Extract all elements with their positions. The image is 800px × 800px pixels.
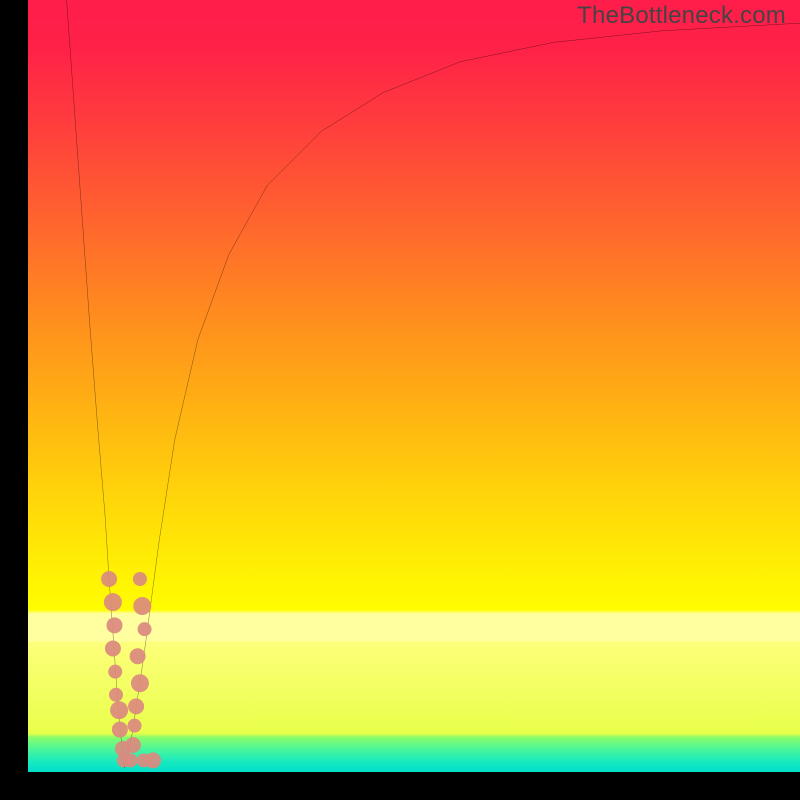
scatter-point: [109, 688, 123, 702]
scatter-point: [138, 622, 152, 636]
scatter-point: [105, 640, 121, 656]
chart-svg: [28, 0, 800, 772]
scatter-point: [101, 571, 117, 587]
scatter-point: [131, 674, 149, 692]
scatter-point: [106, 617, 122, 633]
scatter-point: [108, 665, 122, 679]
scatter-point: [125, 737, 141, 753]
scatter-point: [128, 719, 142, 733]
watermark-text: TheBottleneck.com: [577, 2, 786, 30]
scatter-point: [128, 698, 144, 714]
scatter-point: [145, 752, 161, 768]
chart-frame: TheBottleneck.com: [0, 0, 800, 800]
scatter-point: [104, 593, 122, 611]
bottleneck-curve: [67, 0, 800, 768]
scatter-point: [110, 701, 128, 719]
scatter-point: [133, 597, 151, 615]
scatter-point: [112, 722, 128, 738]
scatter-points: [101, 571, 161, 768]
scatter-point: [124, 753, 138, 767]
scatter-point: [133, 572, 147, 586]
plot-area: [28, 0, 800, 772]
scatter-point: [130, 648, 146, 664]
